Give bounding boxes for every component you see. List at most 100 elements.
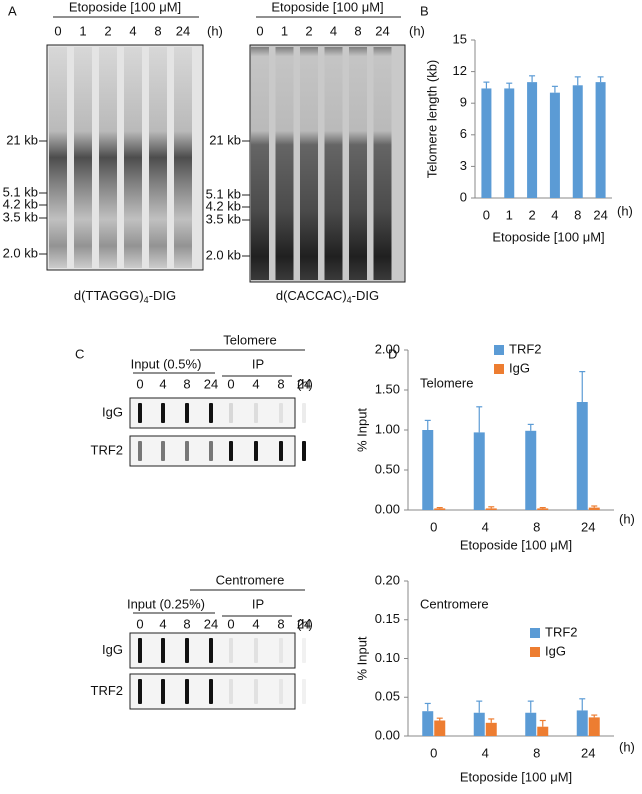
lane-label: 8 (183, 376, 190, 391)
lane-label: 8 (277, 376, 284, 391)
y-tick-label: 15 (453, 31, 467, 46)
bar (473, 432, 485, 510)
legend-swatch (494, 364, 504, 374)
blot-slot (229, 679, 233, 704)
row-label: IgG (102, 642, 123, 657)
probe-label: d(TTAGGG)4-DIG (74, 288, 176, 305)
lane-label: 4 (159, 616, 166, 631)
gel-lane (74, 47, 92, 268)
panel-label: D (388, 346, 397, 361)
lane-label: 1 (281, 23, 288, 38)
error-bar (424, 419, 431, 430)
y-tick-label: 0.15 (375, 611, 400, 626)
lane-label: 0 (227, 376, 234, 391)
lane-label: 4 (252, 376, 259, 391)
error-bar (574, 76, 581, 86)
marker-label: 4.2 kb (3, 196, 38, 211)
bar (422, 711, 434, 736)
x-tick-label: 8 (574, 207, 581, 222)
panel-label: B (420, 3, 429, 18)
blot-slot (279, 441, 283, 461)
blot-slot (185, 638, 189, 663)
blot-slot (254, 441, 258, 461)
blot-slot (302, 638, 306, 663)
lane-label: 8 (277, 616, 284, 631)
x-axis-label: Etoposide [100 μM] (460, 537, 572, 552)
blot-slot (229, 403, 233, 423)
legend-swatch (530, 647, 540, 657)
lane-label: 4 (159, 376, 166, 391)
gel-lane (349, 47, 367, 280)
unit-label: (h) (297, 376, 313, 391)
blot-slot (302, 441, 306, 461)
lane-label: 24 (375, 23, 389, 38)
chart-title: Telomere (420, 375, 473, 390)
bar (434, 508, 446, 510)
error-bar (527, 700, 534, 713)
lane-label: 0 (227, 616, 234, 631)
ip-label: IP (252, 356, 264, 371)
x-tick-label: 0 (430, 745, 437, 760)
marker-label: 2.0 kb (3, 245, 38, 260)
error-bar (424, 702, 431, 712)
error-bar (436, 507, 443, 509)
gel-lane (124, 47, 142, 268)
blot-slot (209, 679, 213, 704)
marker-label: 4.2 kb (206, 198, 241, 213)
bar (537, 726, 549, 736)
input-label: Input (0.5%) (131, 356, 202, 371)
lane-label: 24 (297, 616, 311, 631)
error-bar (539, 507, 546, 509)
blot-slot (209, 403, 213, 423)
error-bar (506, 82, 513, 89)
error-bar (483, 81, 490, 89)
lane-label: 1 (79, 23, 86, 38)
blot-slot (185, 441, 189, 461)
ip-label: IP (252, 596, 264, 611)
bar (527, 82, 538, 198)
bar (572, 85, 583, 198)
gel-lane (300, 47, 318, 280)
lane-label: 24 (176, 23, 190, 38)
bar (434, 720, 446, 736)
y-tick-label: 1.00 (375, 421, 400, 436)
marker-label: 3.5 kb (3, 209, 38, 224)
y-tick-label: 0.00 (375, 501, 400, 516)
x-tick-label: 4 (482, 519, 489, 534)
x-axis-label: Etoposide [100 μM] (492, 229, 604, 244)
x-tick-label: 8 (533, 519, 540, 534)
y-tick-label: 0.10 (375, 650, 400, 665)
bar (525, 430, 537, 510)
y-tick-label: 12 (453, 63, 467, 78)
lane-label: 8 (183, 616, 190, 631)
row-label: TRF2 (91, 442, 124, 457)
lane-label: 8 (154, 23, 161, 38)
bar (485, 722, 497, 736)
error-bar (476, 700, 483, 713)
marker-label: 21 kb (6, 132, 38, 147)
lane-label: 24 (297, 376, 311, 391)
y-axis-label: Telomere length (kb) (424, 60, 439, 179)
blot-slot (279, 638, 283, 663)
marker-label: 3.5 kb (206, 211, 241, 226)
blot-slot (209, 638, 213, 663)
bar (525, 712, 537, 736)
y-tick-label: 0.00 (375, 727, 400, 742)
error-bar (436, 717, 443, 721)
lane-label: 0 (136, 616, 143, 631)
error-bar (476, 406, 483, 433)
blot-slot (279, 403, 283, 423)
gel-lane (373, 47, 392, 280)
lane-label: 24 (204, 376, 218, 391)
bar (595, 82, 606, 198)
blot-slot (209, 441, 213, 461)
bar (588, 717, 600, 736)
legend-label: TRF2 (545, 624, 578, 639)
blot-slot (185, 679, 189, 704)
y-tick-label: 0 (460, 189, 467, 204)
x-tick-label: 24 (581, 745, 595, 760)
probe-part: d(CACCAC) (276, 288, 347, 303)
legend-swatch (494, 345, 504, 355)
blot-slot (138, 679, 142, 704)
unit-label: (h) (409, 23, 425, 38)
